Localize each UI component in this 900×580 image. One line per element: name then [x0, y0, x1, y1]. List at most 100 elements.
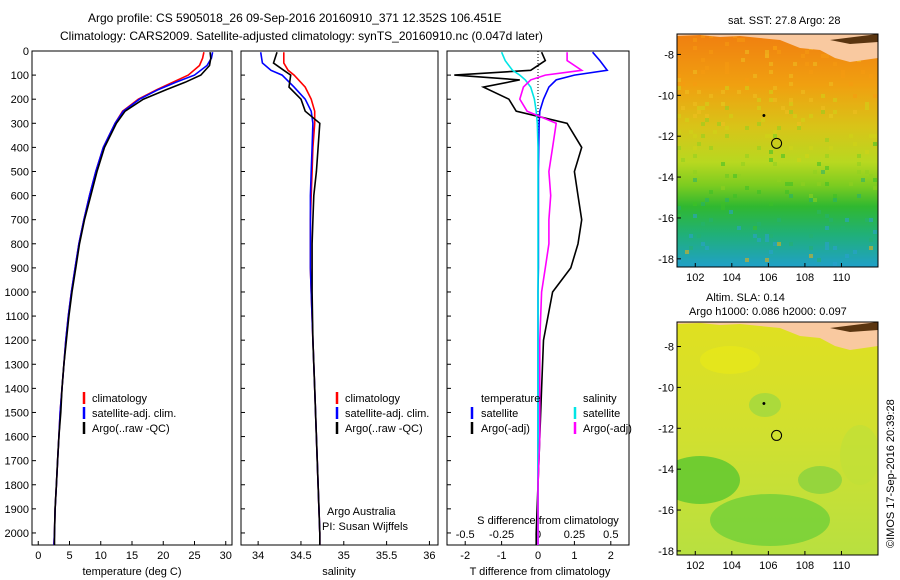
sst-pixel: [693, 154, 697, 158]
sst-pixel: [869, 246, 873, 250]
sst-pixel: [821, 106, 825, 110]
sst-pixel: [813, 198, 817, 202]
sst-pixel: [745, 154, 749, 158]
sst-pixel: [853, 110, 857, 114]
sst-pixel: [833, 262, 837, 266]
annotation-pi: PI: Susan Wijffels: [322, 521, 408, 533]
sst-pixel: [725, 106, 729, 110]
sst-pixel: [873, 94, 877, 98]
sst-pixel: [677, 146, 681, 150]
legend-label-t-argo: Argo(-adj): [481, 423, 530, 435]
sst-pixel: [733, 194, 737, 198]
sst-pixel: [745, 50, 749, 54]
salinity-depth-ticks: [241, 50, 245, 534]
sst-pixel: [865, 218, 869, 222]
sst-pixel: [753, 226, 757, 230]
sst-pixel: [693, 102, 697, 106]
salinity-axes-frame: [240, 50, 439, 546]
legend-label-argo: Argo(..raw -QC): [92, 423, 170, 435]
map-lat-tick-label: -10: [658, 382, 674, 394]
sst-pixel: [869, 134, 873, 138]
salinity-diff-tick-label: -0.25: [489, 529, 514, 541]
sst-pixel: [689, 234, 693, 238]
sst-pixel: [821, 110, 825, 114]
sst-pixel: [825, 182, 829, 186]
sst-pixel: [761, 118, 765, 122]
sst-pixel: [757, 190, 761, 194]
sst-pixel: [869, 238, 873, 242]
depth-tick-label: 0: [23, 46, 29, 58]
float-position-marker: [771, 429, 783, 441]
legend-title-salinity: salinity: [583, 393, 617, 405]
salinity-diff-tick-label: 0.5: [603, 529, 618, 541]
sst-pixel: [729, 114, 733, 118]
map-lat-tick-label: -12: [658, 131, 674, 143]
sst-pixel: [801, 90, 805, 94]
sst-pixel: [873, 230, 877, 234]
sst-pixel: [769, 134, 773, 138]
sst-pixel: [725, 66, 729, 70]
map-lat-tick-label: -16: [658, 505, 674, 517]
depth-tick-label: 2000: [5, 528, 29, 540]
difference-line-temperature-satellite: [537, 51, 609, 545]
map-lon-tick-label: 110: [833, 272, 851, 284]
difference-x-axis: -2 -1 0 1 2: [460, 541, 614, 562]
temperature-tick-label: 10: [95, 550, 107, 562]
map-lon-tick-label: 108: [796, 560, 814, 572]
temperature-tick-label: 15: [126, 550, 138, 562]
sst-pixel: [693, 146, 697, 150]
difference-depth-ticks: [447, 50, 451, 534]
sst-pixel: [697, 234, 701, 238]
sst-pixel: [741, 58, 745, 62]
difference-line-temperature-argo-adj-: [454, 51, 583, 545]
sst-pixel: [773, 162, 777, 166]
sst-pixel: [769, 70, 773, 74]
sst-pixel: [789, 74, 793, 78]
sst-map-y-axis: -8 -10 -12 -14 -16 -18: [658, 49, 681, 266]
sst-pixel: [713, 130, 717, 134]
land-edge: [830, 34, 878, 44]
sst-pixel: [777, 242, 781, 246]
sst-pixel: [813, 62, 817, 66]
salinity-tick-label: 35.5: [376, 550, 397, 562]
sst-pixel: [789, 110, 793, 114]
temperature-line-satellite-adj-clim-: [53, 52, 214, 545]
sst-pixel: [733, 174, 737, 178]
sst-pixel: [777, 50, 781, 54]
depth-tick-label: 800: [11, 239, 29, 251]
sst-pixel: [737, 174, 741, 178]
sst-pixel: [841, 74, 845, 78]
sla-blob: [710, 494, 830, 546]
sla-map-panel: Altim. SLA: 0.14 Argo h1000: 0.086 h2000…: [658, 292, 879, 572]
sst-pixel: [801, 54, 805, 58]
sst-pixel: [833, 194, 837, 198]
sst-pixel: [849, 82, 853, 86]
sst-pixel: [849, 134, 853, 138]
sst-pixel: [789, 242, 793, 246]
sst-pixel: [817, 162, 821, 166]
map-lat-tick-label: -14: [658, 172, 674, 184]
sst-pixel: [825, 166, 829, 170]
sst-pixel: [737, 38, 741, 42]
depth-tick-label: 1100: [5, 311, 29, 323]
sst-pixel: [737, 90, 741, 94]
difference-xlabel: T difference from climatology: [470, 566, 611, 578]
legend-label-satellite-adj: satellite-adj. clim.: [92, 408, 176, 420]
sst-pixel: [833, 246, 837, 250]
sst-pixel: [765, 54, 769, 58]
sst-pixel: [825, 54, 829, 58]
temperature-series: [53, 52, 214, 545]
temperature-panel: 0100200300400500600700800900100011001200…: [5, 46, 233, 578]
depth-axis: 0 100 200 300 400 500 600 700 800 900 1000 1100 1200…: [5, 46, 36, 540]
sst-pixel: [757, 238, 761, 242]
figure-title-line2: Climatology: CARS2009. Satellite-adjuste…: [60, 29, 543, 43]
sst-pixel: [757, 106, 761, 110]
sst-pixel: [677, 174, 681, 178]
difference-tick-label: -1: [497, 550, 507, 562]
sst-pixel: [721, 186, 725, 190]
difference-legend: temperature salinity satellite Argo(-adj…: [470, 393, 632, 435]
temperature-tick-label: 5: [66, 550, 72, 562]
salinity-tick-label: 34: [252, 550, 264, 562]
sst-pixel: [757, 122, 761, 126]
sst-pixel: [765, 234, 769, 238]
